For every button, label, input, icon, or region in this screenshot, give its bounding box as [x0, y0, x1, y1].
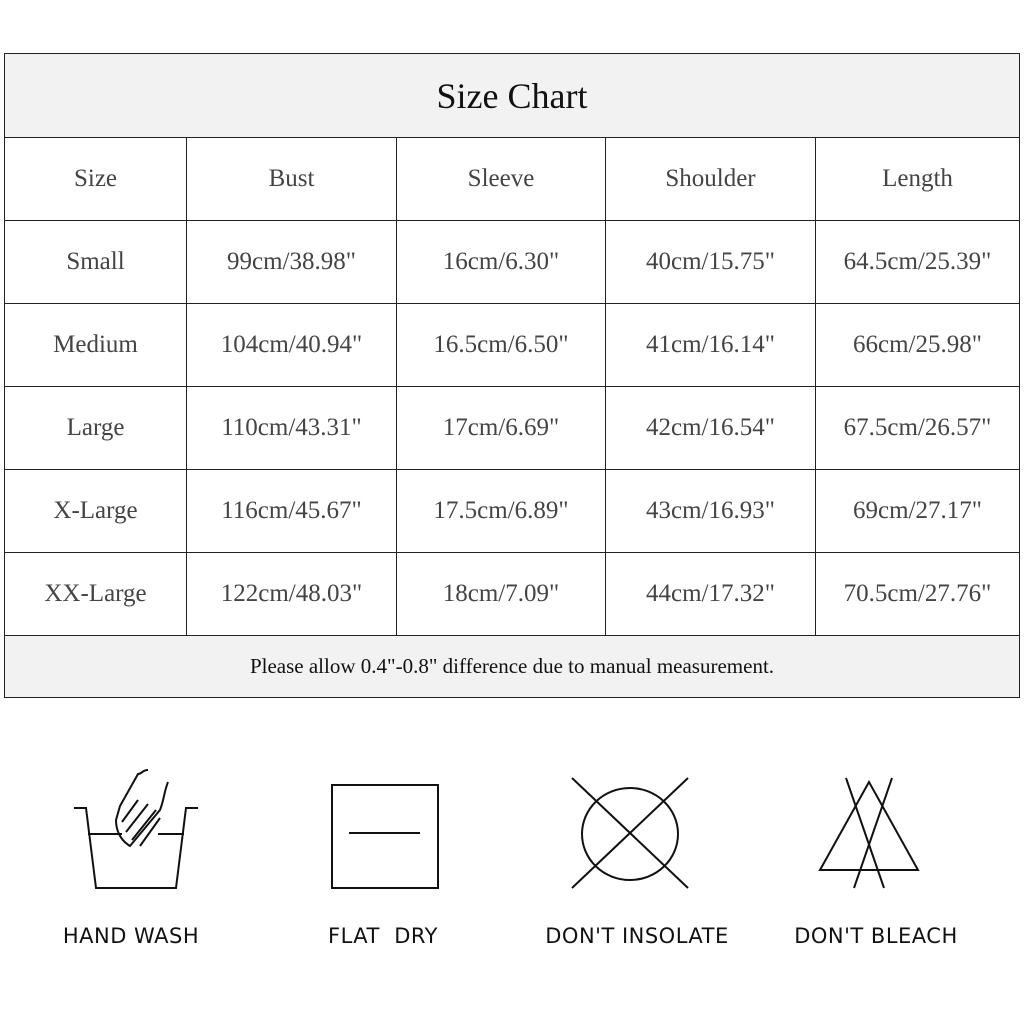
column-header: Bust [186, 137, 397, 221]
header-row: Size Bust Sleeve Shoulder Length [4, 137, 1020, 221]
cell: Small [4, 220, 187, 304]
cell: X-Large [4, 469, 187, 553]
cell: 110cm/43.31" [186, 386, 397, 470]
cell: 67.5cm/26.57" [815, 386, 1020, 470]
measurement-note: Please allow 0.4"-0.8" difference due to… [4, 635, 1020, 698]
table-row: Small 99cm/38.98" 16cm/6.30" 40cm/15.75" 64.… [4, 220, 1020, 304]
cell: 104cm/40.94" [186, 303, 397, 387]
cell: 16.5cm/6.50" [396, 303, 606, 387]
do-not-tumble-icon [571, 777, 689, 889]
cell: 43cm/16.93" [605, 469, 816, 553]
care-label-hand-wash: HAND WASH [62, 924, 200, 948]
cell: 16cm/6.30" [396, 220, 606, 304]
cell: XX-Large [4, 552, 187, 636]
table-row: Medium 104cm/40.94" 16.5cm/6.50" 41cm/16.14… [4, 303, 1020, 387]
cell: 41cm/16.14" [605, 303, 816, 387]
cell: 17cm/6.69" [396, 386, 606, 470]
table-row: Large 110cm/43.31" 17cm/6.69" 42cm/16.54" 67… [4, 386, 1020, 470]
cell: 69cm/27.17" [815, 469, 1020, 553]
cell: 70.5cm/27.76" [815, 552, 1020, 636]
cell: 40cm/15.75" [605, 220, 816, 304]
cell: 17.5cm/6.89" [396, 469, 606, 553]
column-header: Sleeve [396, 137, 606, 221]
size-chart-table: Size Chart Size Bust Sleeve Shoulder Len… [4, 53, 1020, 698]
care-label-flat-dry: FLAT DRY [328, 924, 438, 948]
table-row: X-Large 116cm/45.67" 17.5cm/6.89" 43cm/16.9… [4, 469, 1020, 553]
cell: 99cm/38.98" [186, 220, 397, 304]
cell: 116cm/45.67" [186, 469, 397, 553]
do-not-bleach-icon [818, 777, 920, 889]
chart-title: Size Chart [4, 53, 1020, 138]
cell: Large [4, 386, 187, 470]
flat-dry-icon [331, 784, 439, 889]
cell: 122cm/48.03" [186, 552, 397, 636]
cell: Medium [4, 303, 187, 387]
care-label-dont-insolate: DON'T INSOLATE [545, 924, 729, 948]
cell: 66cm/25.98" [815, 303, 1020, 387]
cell: 64.5cm/25.39" [815, 220, 1020, 304]
column-header: Shoulder [605, 137, 816, 221]
hand-wash-icon [74, 769, 198, 889]
column-header: Size [4, 137, 187, 221]
cell: 44cm/17.32" [605, 552, 816, 636]
table-row: XX-Large 122cm/48.03" 18cm/7.09" 44cm/17.32… [4, 552, 1020, 636]
column-header: Length [815, 137, 1020, 221]
cell: 42cm/16.54" [605, 386, 816, 470]
care-label-dont-bleach: DON'T BLEACH [794, 924, 958, 948]
cell: 18cm/7.09" [396, 552, 606, 636]
